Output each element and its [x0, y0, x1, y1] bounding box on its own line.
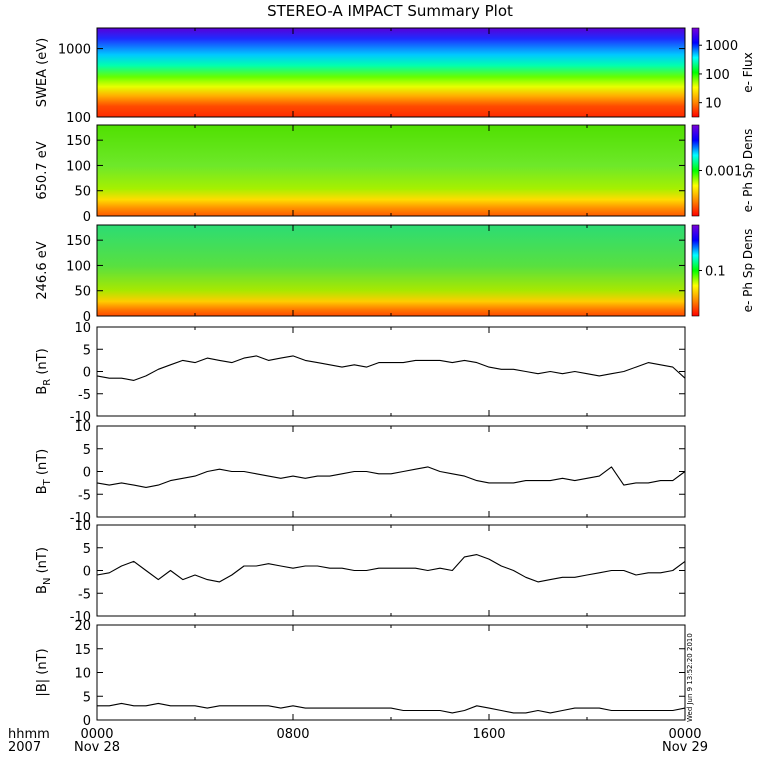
y-tick-label: 5	[83, 690, 91, 705]
y-axis-label-symbol: B	[35, 585, 50, 594]
spectrogram-image	[97, 28, 685, 117]
y-tick-label: 100	[66, 159, 91, 174]
colorbar-tick-label: 10	[705, 97, 722, 112]
y-tick-label: -5	[78, 587, 91, 602]
y-tick-label: 10	[74, 321, 91, 336]
y-tick-label: 0	[83, 714, 91, 729]
y-tick-label: 50	[74, 285, 91, 300]
panel-7: 0 5 10 15 20 |B| (nT)	[35, 619, 686, 729]
y-tick-label: 0	[83, 210, 91, 225]
y-axis-label-symbol: B	[35, 485, 50, 494]
y-tick-label: 20	[74, 619, 91, 634]
y-tick-label: -10	[70, 610, 91, 625]
colorbar-label: e- Ph Sp Dens	[741, 229, 755, 313]
plot-title: STEREO-A IMPACT Summary Plot	[267, 2, 513, 20]
colorbar	[691, 124, 700, 217]
time-tick-date: Nov 28	[74, 740, 120, 755]
panel-frame	[96, 524, 686, 617]
y-axis-label: BN (nT)	[35, 547, 53, 594]
panel-frame	[96, 425, 686, 518]
panel-3: 0.1 e- Ph Sp Dens 0 50 100 150 246.6 eV	[35, 224, 755, 325]
time-tick-label: 0800	[276, 727, 309, 742]
colorbar-tick-label: 1000	[705, 39, 738, 54]
y-tick-label: -10	[70, 511, 91, 526]
y-tick-label: 5	[83, 443, 91, 458]
y-axis-label-subscript: R	[42, 379, 53, 386]
spectrogram-image	[97, 225, 685, 316]
y-tick-label: -10	[70, 410, 91, 425]
y-axis-label: BR (nT)	[35, 348, 53, 394]
y-tick-label: 5	[83, 542, 91, 557]
y-axis-label: |B| (nT)	[35, 648, 50, 696]
colorbar	[691, 27, 700, 118]
y-axis-label-subscript: T	[42, 478, 53, 486]
y-tick-label: -5	[78, 388, 91, 403]
time-axis-label-hhmm: hhmm	[8, 727, 50, 742]
panel-5: -10 -5 0 5 10 BT (nT)	[35, 420, 686, 526]
y-tick-label: 10	[74, 519, 91, 534]
time-tick-label: 0000	[668, 727, 701, 742]
panel-frame	[96, 326, 686, 417]
time-tick-label: 1600	[472, 727, 505, 742]
y-tick-label: 10	[74, 667, 91, 682]
y-axis-label-subscript: N	[42, 578, 53, 585]
spectrogram-image	[97, 125, 685, 216]
y-tick-label: 15	[74, 643, 91, 658]
panel-6: -10 -5 0 5 10 BN (nT)	[35, 519, 686, 625]
panel-4: -10 -5 0 5 10 BR (nT)	[35, 321, 686, 425]
y-tick-label: 5	[83, 343, 91, 358]
y-axis-label-unit: (nT)	[35, 547, 50, 577]
time-tick-date: Nov 29	[662, 740, 708, 755]
series-line	[96, 466, 686, 488]
y-axis-label: SWEA (eV)	[35, 38, 50, 107]
y-tick-label: 0	[83, 366, 91, 381]
y-tick-label: 150	[66, 134, 91, 149]
colorbar-tick-label: 0.1	[705, 265, 726, 280]
time-tick-label: 0000	[80, 727, 113, 742]
colorbar-tick-label: 0.001	[705, 165, 742, 180]
time-axis-label-year: 2007	[8, 740, 41, 755]
y-axis-label-unit: (nT)	[35, 449, 50, 479]
colorbar-tick-label: 100	[705, 68, 730, 83]
y-tick-label: 0	[83, 310, 91, 325]
y-tick-label: 100	[66, 259, 91, 274]
series-line	[97, 702, 686, 714]
y-axis-label: BT (nT)	[35, 449, 53, 495]
y-tick-label: -5	[78, 488, 91, 503]
y-axis-label-unit: (nT)	[35, 348, 50, 378]
y-tick-label: 100	[66, 111, 91, 126]
y-tick-label: 0	[83, 565, 91, 580]
y-axis-label: 246.6 eV	[35, 241, 50, 299]
y-tick-label: 10	[74, 420, 91, 435]
y-axis-label: 650.7 eV	[35, 141, 50, 199]
y-tick-label: 0	[83, 466, 91, 481]
y-tick-label: 1000	[58, 43, 91, 58]
footer-timestamp: Wed Jun 9 13:52:20 2010	[686, 633, 694, 722]
colorbar-label: e- Flux	[741, 52, 755, 92]
series-line	[96, 554, 686, 583]
y-tick-label: 50	[74, 185, 91, 200]
y-axis-label-symbol: B	[35, 386, 50, 395]
colorbar-label: e- Ph Sp Dens	[741, 129, 755, 213]
colorbar	[691, 224, 700, 317]
series-line	[96, 355, 686, 381]
y-tick-label: 150	[66, 234, 91, 249]
